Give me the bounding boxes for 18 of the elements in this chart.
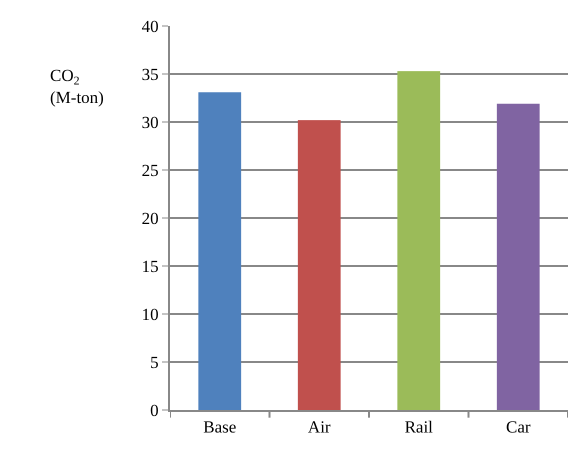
- bar: [198, 92, 242, 410]
- x-tick-label: Rail: [404, 417, 434, 436]
- x-tick-label: Car: [506, 417, 531, 436]
- y-tick-label: 15: [142, 256, 159, 276]
- bar: [496, 104, 540, 410]
- x-tick-label: Air: [308, 417, 331, 436]
- y-tick-label: 40: [142, 16, 159, 36]
- y-tick-label: 30: [142, 112, 159, 132]
- bar: [397, 71, 440, 410]
- bar: [298, 120, 341, 410]
- y-tick-label: 25: [142, 160, 159, 180]
- y-axis-title: CO$_{2}$ (M-ton): [50, 66, 104, 108]
- y-tick-label: 20: [142, 208, 159, 228]
- y-tick-label: 10: [142, 304, 159, 324]
- y-tick-label: 35: [142, 64, 159, 84]
- x-tick-label: Base: [203, 417, 236, 436]
- y-tick-label: 5: [150, 352, 159, 372]
- y-tick-label: 0: [150, 400, 159, 420]
